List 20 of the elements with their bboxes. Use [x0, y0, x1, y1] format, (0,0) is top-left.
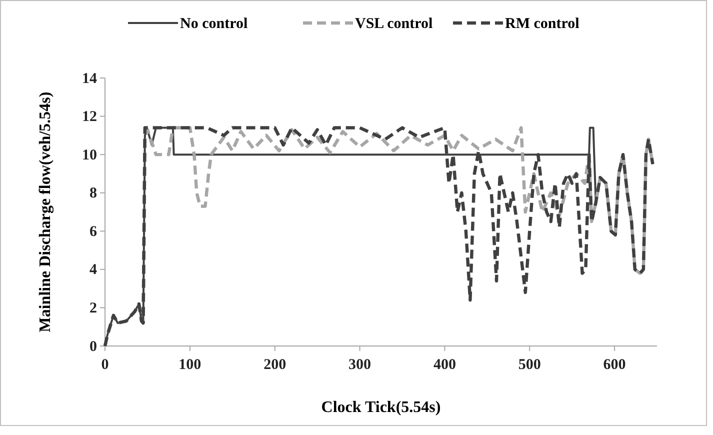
legend-label: VSL control [355, 16, 433, 32]
x-tick-label: 0 [101, 357, 109, 373]
y-tick-label: 6 [90, 224, 98, 240]
y-tick-label: 4 [90, 262, 98, 278]
legend-label: No control [180, 16, 248, 32]
x-tick-label: 600 [603, 357, 626, 373]
y-tick-label: 2 [90, 300, 97, 317]
y-tick-label: 12 [82, 109, 97, 126]
x-tick-label: 100 [178, 357, 202, 373]
x-axis-title: Clock Tick(5.54s) [321, 399, 441, 416]
y-axis-title: Mainline Discharge flow(veh/5.54s) [37, 92, 54, 332]
x-tick-label: 400 [433, 357, 456, 373]
x-tick-label: 200 [264, 357, 286, 373]
x-tick-label: 500 [518, 357, 541, 373]
y-tick-label: 8 [90, 186, 97, 202]
legend-label: RM control [505, 16, 580, 32]
y-tick-label: 14 [82, 70, 98, 87]
x-tick-label: 300 [348, 357, 372, 373]
y-tick-label: 0 [90, 338, 97, 355]
y-tick-label: 10 [82, 147, 97, 164]
